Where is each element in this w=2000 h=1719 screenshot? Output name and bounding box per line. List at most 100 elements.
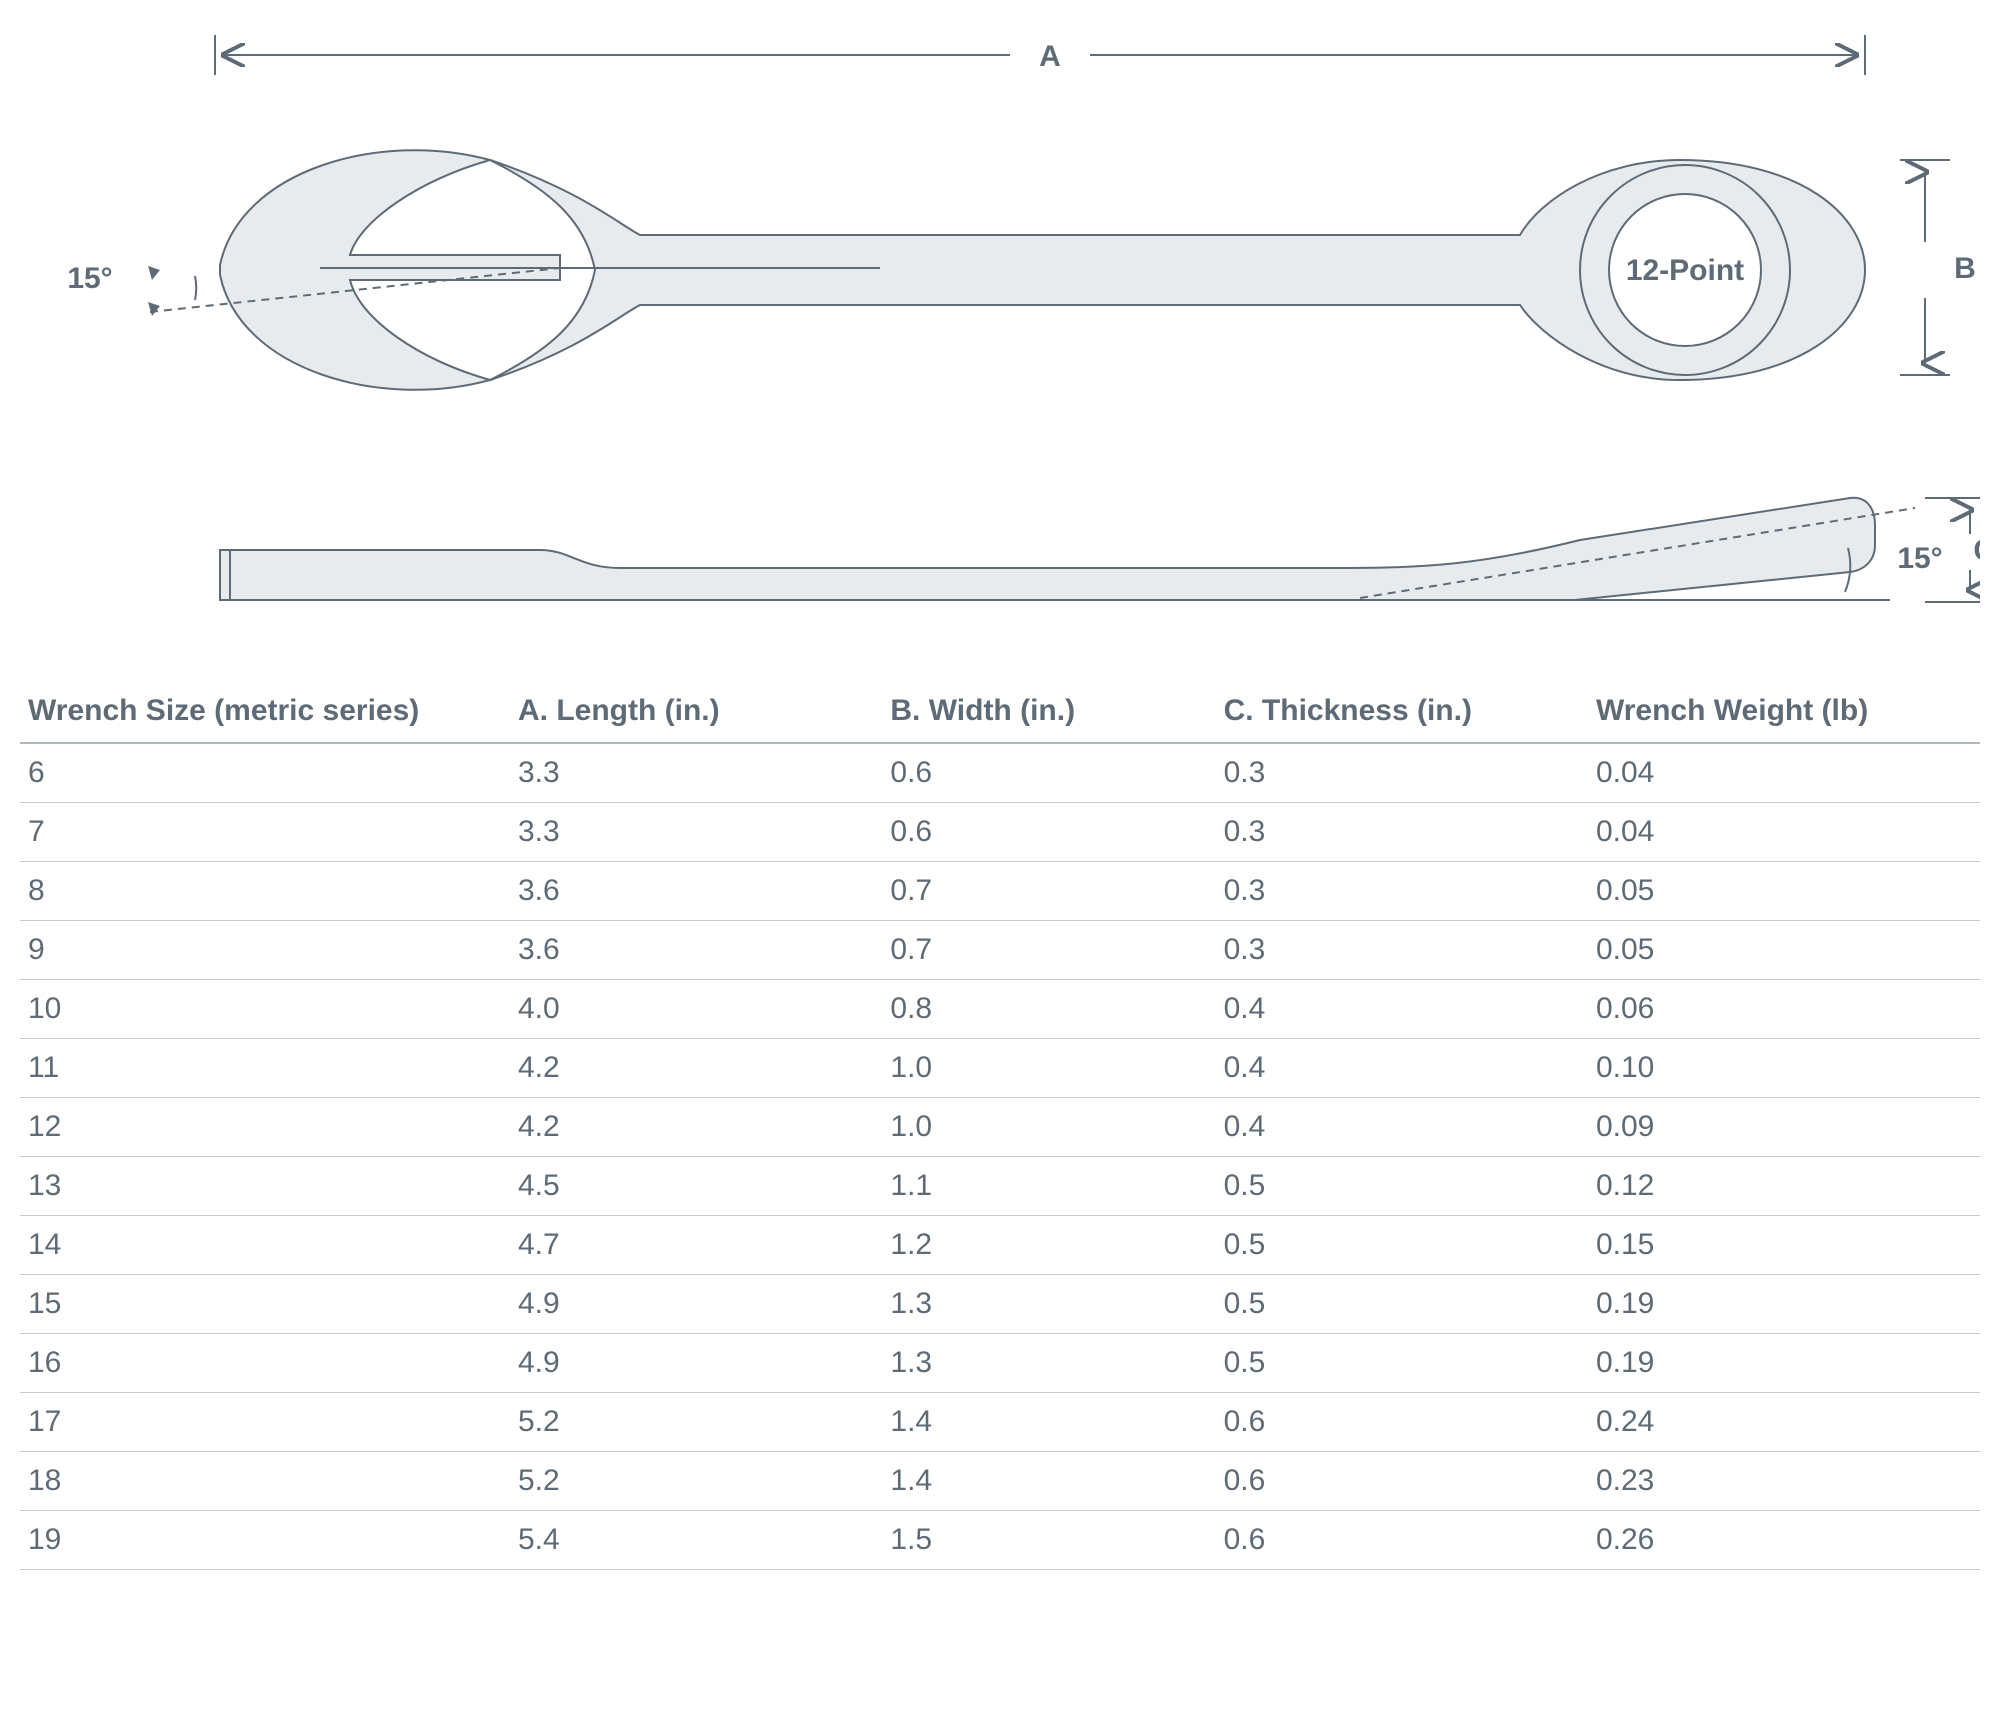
table-cell: 4.9 [510, 1275, 882, 1334]
table-cell: 13 [20, 1157, 510, 1216]
table-cell: 3.6 [510, 862, 882, 921]
table-cell: 1.0 [882, 1039, 1215, 1098]
table-cell: 11 [20, 1039, 510, 1098]
table-cell: 0.19 [1588, 1334, 1980, 1393]
table-cell: 0.6 [882, 743, 1215, 803]
table-cell: 19 [20, 1511, 510, 1570]
table-cell: 0.24 [1588, 1393, 1980, 1452]
table-cell: 18 [20, 1452, 510, 1511]
table-cell: 9 [20, 921, 510, 980]
table-row: 185.21.40.60.23 [20, 1452, 1980, 1511]
table-cell: 1.0 [882, 1098, 1215, 1157]
table-row: 83.60.70.30.05 [20, 862, 1980, 921]
table-cell: 6 [20, 743, 510, 803]
page-container: A 12-Point [20, 20, 1980, 1570]
table-cell: 0.4 [1216, 980, 1588, 1039]
table-cell: 17 [20, 1393, 510, 1452]
table-row: 175.21.40.60.24 [20, 1393, 1980, 1452]
table-cell: 0.05 [1588, 862, 1980, 921]
angle-top-label: 15° [67, 262, 112, 295]
table-cell: 4.0 [510, 980, 882, 1039]
spec-table: Wrench Size (metric series) A. Length (i… [20, 680, 1980, 1570]
table-row: 104.00.80.40.06 [20, 980, 1980, 1039]
table-cell: 0.12 [1588, 1157, 1980, 1216]
table-cell: 0.05 [1588, 921, 1980, 980]
angle-side-label: 15° [1897, 542, 1942, 575]
table-cell: 14 [20, 1216, 510, 1275]
table-cell: 0.5 [1216, 1157, 1588, 1216]
table-row: 63.30.60.30.04 [20, 743, 1980, 803]
table-cell: 1.4 [882, 1393, 1215, 1452]
table-cell: 0.15 [1588, 1216, 1980, 1275]
table-cell: 8 [20, 862, 510, 921]
table-row: 124.21.00.40.09 [20, 1098, 1980, 1157]
table-cell: 0.19 [1588, 1275, 1980, 1334]
table-row: 144.71.20.50.15 [20, 1216, 1980, 1275]
table-cell: 0.3 [1216, 803, 1588, 862]
table-cell: 16 [20, 1334, 510, 1393]
table-row: 93.60.70.30.05 [20, 921, 1980, 980]
table-cell: 0.6 [1216, 1393, 1588, 1452]
table-cell: 0.4 [1216, 1039, 1588, 1098]
spec-table-body: 63.30.60.30.0473.30.60.30.0483.60.70.30.… [20, 743, 1980, 1570]
table-cell: 0.09 [1588, 1098, 1980, 1157]
wrench-top-view: 12-Point 15° [67, 150, 1865, 390]
table-cell: 7 [20, 803, 510, 862]
table-cell: 5.2 [510, 1393, 882, 1452]
col-weight: Wrench Weight (lb) [1588, 680, 1980, 743]
wrench-diagram: A 12-Point [20, 20, 1980, 640]
table-cell: 0.3 [1216, 862, 1588, 921]
table-cell: 5.2 [510, 1452, 882, 1511]
col-thickness: C. Thickness (in.) [1216, 680, 1588, 743]
table-cell: 10 [20, 980, 510, 1039]
table-cell: 0.5 [1216, 1275, 1588, 1334]
table-row: 195.41.50.60.26 [20, 1511, 1980, 1570]
table-row: 73.30.60.30.04 [20, 803, 1980, 862]
table-row: 164.91.30.50.19 [20, 1334, 1980, 1393]
table-cell: 0.26 [1588, 1511, 1980, 1570]
table-cell: 0.04 [1588, 743, 1980, 803]
table-cell: 12 [20, 1098, 510, 1157]
wrench-side-view: 15° [220, 498, 1943, 600]
table-cell: 0.8 [882, 980, 1215, 1039]
table-row: 134.51.10.50.12 [20, 1157, 1980, 1216]
wrench-diagram-svg: A 12-Point [20, 20, 1980, 640]
table-row: 154.91.30.50.19 [20, 1275, 1980, 1334]
table-cell: 1.1 [882, 1157, 1215, 1216]
table-cell: 0.6 [1216, 1511, 1588, 1570]
table-cell: 4.2 [510, 1039, 882, 1098]
col-width: B. Width (in.) [882, 680, 1215, 743]
table-cell: 1.4 [882, 1452, 1215, 1511]
table-cell: 0.23 [1588, 1452, 1980, 1511]
table-cell: 1.5 [882, 1511, 1215, 1570]
table-cell: 0.3 [1216, 921, 1588, 980]
table-cell: 4.7 [510, 1216, 882, 1275]
table-cell: 4.9 [510, 1334, 882, 1393]
dimension-c-label: C [1973, 534, 1980, 567]
table-cell: 0.5 [1216, 1216, 1588, 1275]
table-header-row: Wrench Size (metric series) A. Length (i… [20, 680, 1980, 743]
table-row: 114.21.00.40.10 [20, 1039, 1980, 1098]
col-length: A. Length (in.) [510, 680, 882, 743]
dimension-a-label: A [1039, 40, 1061, 73]
twelve-point-label: 12-Point [1626, 254, 1744, 287]
table-cell: 0.7 [882, 921, 1215, 980]
table-cell: 5.4 [510, 1511, 882, 1570]
table-cell: 0.3 [1216, 743, 1588, 803]
table-cell: 3.6 [510, 921, 882, 980]
table-cell: 0.7 [882, 862, 1215, 921]
col-size: Wrench Size (metric series) [20, 680, 510, 743]
table-cell: 4.2 [510, 1098, 882, 1157]
table-cell: 15 [20, 1275, 510, 1334]
table-cell: 0.10 [1588, 1039, 1980, 1098]
table-cell: 4.5 [510, 1157, 882, 1216]
table-cell: 0.6 [1216, 1452, 1588, 1511]
table-cell: 0.6 [882, 803, 1215, 862]
dimension-b: B [1900, 160, 1976, 375]
table-cell: 0.04 [1588, 803, 1980, 862]
table-cell: 1.3 [882, 1334, 1215, 1393]
table-cell: 1.2 [882, 1216, 1215, 1275]
table-cell: 3.3 [510, 743, 882, 803]
dimension-b-label: B [1954, 252, 1976, 285]
table-cell: 3.3 [510, 803, 882, 862]
